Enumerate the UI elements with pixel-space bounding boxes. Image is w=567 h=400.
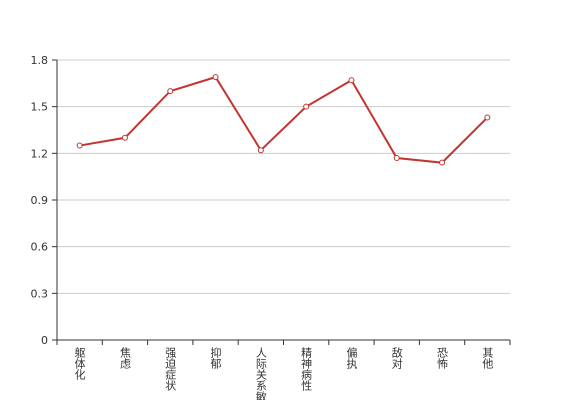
y-tick-label: 1.8: [31, 54, 49, 67]
x-tick-label: 其他: [481, 347, 494, 369]
y-tick-label: 0.6: [31, 241, 49, 254]
x-tick-label: 恐怖: [436, 347, 449, 369]
point: [212, 74, 219, 81]
x-tick-label: 人际关系敏感: [254, 347, 267, 400]
x-tick-label: 躯体化: [73, 347, 86, 381]
y-tick-label: 1.5: [31, 101, 49, 114]
y-tick-label: 0: [41, 334, 48, 347]
y-tick-label: 0.3: [31, 287, 49, 300]
x-tick-label: 精神病性: [300, 347, 313, 392]
point: [121, 134, 128, 141]
y-tick-label: 0.9: [31, 194, 49, 207]
point: [439, 159, 446, 166]
x-tick-label: 敌对: [390, 346, 403, 369]
point: [303, 103, 310, 110]
point: [393, 155, 400, 161]
y-tick-label: 1.2: [31, 147, 49, 160]
line: [79, 75, 489, 164]
point: [348, 77, 355, 84]
point: [484, 114, 491, 121]
x-tick-label: 焦虑: [118, 347, 131, 369]
x-tick-label: 抑郁: [209, 346, 222, 369]
point: [76, 142, 83, 149]
point: [167, 88, 174, 95]
x-tick-label: 偏执: [345, 346, 358, 370]
point: [257, 147, 264, 154]
x-tick-label: 强迫症状: [164, 347, 177, 391]
